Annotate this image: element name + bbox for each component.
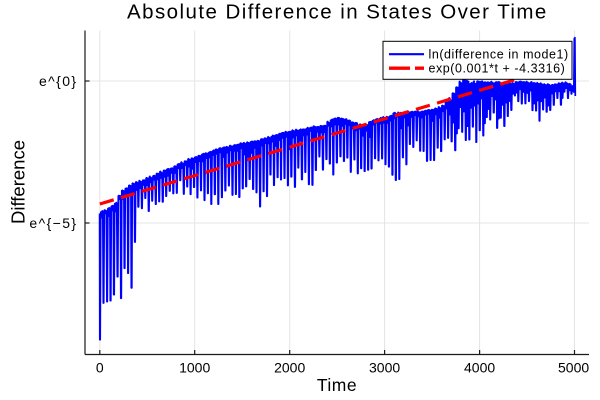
- svg-text:Absolute Difference in States: Absolute Difference in States Over Time: [127, 1, 548, 24]
- svg-text:Time: Time: [317, 375, 357, 395]
- svg-text:Difference: Difference: [8, 140, 29, 224]
- svg-text:exp(0.001*t + -4.3316): exp(0.001*t + -4.3316): [429, 62, 566, 76]
- svg-text:0: 0: [96, 359, 104, 375]
- svg-text:e^{−5}: e^{−5}: [29, 215, 77, 231]
- svg-text:3000: 3000: [369, 359, 400, 375]
- svg-text:2000: 2000: [274, 359, 305, 375]
- svg-text:4000: 4000: [464, 359, 495, 375]
- svg-text:ln(difference in mode1): ln(difference in mode1): [429, 48, 569, 62]
- svg-text:1000: 1000: [179, 359, 210, 375]
- svg-text:e^{0}: e^{0}: [39, 73, 78, 89]
- svg-text:5000: 5000: [558, 359, 589, 375]
